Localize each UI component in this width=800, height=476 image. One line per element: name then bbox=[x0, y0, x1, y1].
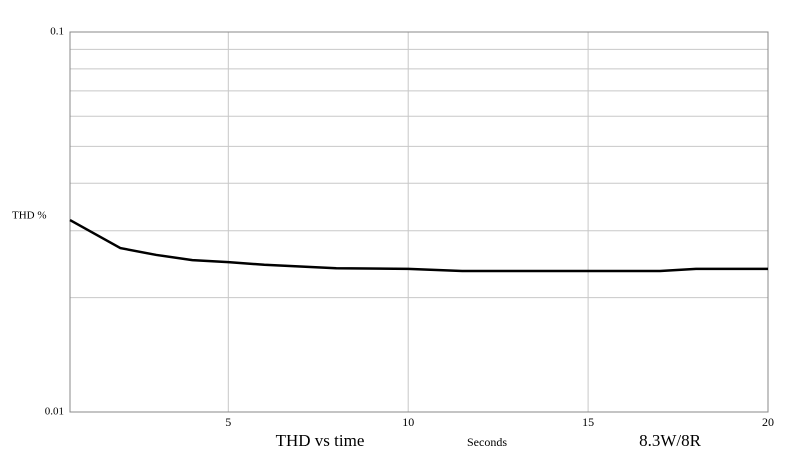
line-series bbox=[69, 218, 768, 273]
x-tick-label: 20 bbox=[762, 415, 774, 429]
annotation: 8.3W/8R bbox=[639, 431, 702, 450]
x-tick-label: 15 bbox=[582, 415, 594, 429]
x-axis-label: Seconds bbox=[467, 435, 507, 449]
y-axis-label: THD % bbox=[12, 210, 47, 222]
chart-title: THD vs time bbox=[276, 431, 365, 450]
plot-frame bbox=[69, 31, 769, 413]
y-tick-label: 0.01 bbox=[45, 406, 64, 418]
x-tick-label: 5 bbox=[225, 415, 231, 429]
y-tick-label: 0.1 bbox=[50, 26, 64, 38]
x-tick-label: 10 bbox=[402, 415, 414, 429]
